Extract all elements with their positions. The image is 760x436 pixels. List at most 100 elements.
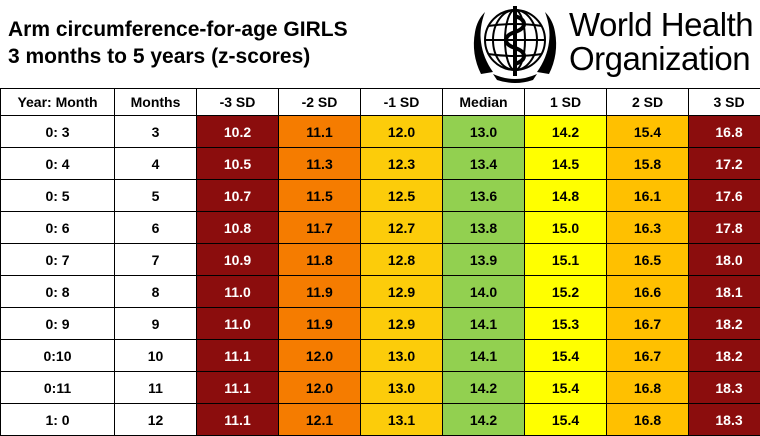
cell-minus3sd: 10.9 xyxy=(197,244,279,276)
cell-minus1sd: 13.0 xyxy=(361,340,443,372)
cell-median: 13.9 xyxy=(443,244,525,276)
table-row: 0: 8 8 11.0 11.9 12.9 14.0 15.2 16.6 18.… xyxy=(1,276,760,308)
cell-plus1sd: 15.4 xyxy=(525,372,607,404)
cell-minus3sd: 10.2 xyxy=(197,116,279,148)
page-title: Arm circumference-for-age GIRLS 3 months… xyxy=(8,16,348,70)
cell-year-month: 0:11 xyxy=(1,372,115,404)
table-row: 0: 9 9 11.0 11.9 12.9 14.1 15.3 16.7 18.… xyxy=(1,308,760,340)
cell-minus3sd: 10.8 xyxy=(197,212,279,244)
cell-minus2sd: 11.9 xyxy=(279,276,361,308)
cell-plus2sd: 16.1 xyxy=(607,180,689,212)
table-row: 0: 5 5 10.7 11.5 12.5 13.6 14.8 16.1 17.… xyxy=(1,180,760,212)
cell-minus3sd: 10.5 xyxy=(197,148,279,180)
cell-plus1sd: 15.0 xyxy=(525,212,607,244)
cell-plus1sd: 15.4 xyxy=(525,404,607,436)
table-header-row: Year: Month Months -3 SD -2 SD -1 SD Med… xyxy=(1,89,760,116)
cell-minus2sd: 11.5 xyxy=(279,180,361,212)
cell-median: 14.2 xyxy=(443,372,525,404)
cell-minus2sd: 11.8 xyxy=(279,244,361,276)
header-minus2sd: -2 SD xyxy=(279,89,361,116)
table-row: 0:10 10 11.1 12.0 13.0 14.1 15.4 16.7 18… xyxy=(1,340,760,372)
cell-plus2sd: 16.6 xyxy=(607,276,689,308)
cell-minus1sd: 12.9 xyxy=(361,276,443,308)
cell-median: 14.2 xyxy=(443,404,525,436)
cell-plus3sd: 18.2 xyxy=(689,308,760,340)
cell-plus1sd: 15.3 xyxy=(525,308,607,340)
cell-plus3sd: 17.8 xyxy=(689,212,760,244)
cell-plus1sd: 15.1 xyxy=(525,244,607,276)
cell-minus2sd: 11.1 xyxy=(279,116,361,148)
cell-minus1sd: 12.5 xyxy=(361,180,443,212)
cell-months: 7 xyxy=(115,244,197,276)
cell-minus3sd: 10.7 xyxy=(197,180,279,212)
cell-plus1sd: 14.2 xyxy=(525,116,607,148)
cell-minus3sd: 11.1 xyxy=(197,372,279,404)
cell-minus1sd: 12.3 xyxy=(361,148,443,180)
cell-months: 9 xyxy=(115,308,197,340)
table-row: 0: 6 6 10.8 11.7 12.7 13.8 15.0 16.3 17.… xyxy=(1,212,760,244)
cell-plus1sd: 15.2 xyxy=(525,276,607,308)
cell-minus1sd: 13.0 xyxy=(361,372,443,404)
cell-months: 6 xyxy=(115,212,197,244)
cell-months: 3 xyxy=(115,116,197,148)
who-logo-text: World Health Organization xyxy=(569,8,753,76)
cell-plus3sd: 17.2 xyxy=(689,148,760,180)
table-row: 1: 0 12 11.1 12.1 13.1 14.2 15.4 16.8 18… xyxy=(1,404,760,436)
logo-line-1: World Health xyxy=(569,8,753,42)
cell-minus3sd: 11.0 xyxy=(197,308,279,340)
cell-plus2sd: 16.5 xyxy=(607,244,689,276)
cell-median: 13.6 xyxy=(443,180,525,212)
cell-plus1sd: 15.4 xyxy=(525,340,607,372)
cell-minus1sd: 12.8 xyxy=(361,244,443,276)
header-plus3sd: 3 SD xyxy=(689,89,760,116)
cell-minus2sd: 11.7 xyxy=(279,212,361,244)
cell-months: 11 xyxy=(115,372,197,404)
cell-minus1sd: 12.0 xyxy=(361,116,443,148)
cell-plus3sd: 18.3 xyxy=(689,404,760,436)
zscore-table: Year: Month Months -3 SD -2 SD -1 SD Med… xyxy=(0,88,760,436)
cell-months: 4 xyxy=(115,148,197,180)
header-plus2sd: 2 SD xyxy=(607,89,689,116)
cell-plus2sd: 16.7 xyxy=(607,340,689,372)
cell-plus3sd: 18.2 xyxy=(689,340,760,372)
table-row: 0: 4 4 10.5 11.3 12.3 13.4 14.5 15.8 17.… xyxy=(1,148,760,180)
cell-minus3sd: 11.1 xyxy=(197,404,279,436)
cell-plus2sd: 15.8 xyxy=(607,148,689,180)
cell-median: 14.1 xyxy=(443,340,525,372)
cell-minus2sd: 12.0 xyxy=(279,372,361,404)
cell-plus2sd: 16.7 xyxy=(607,308,689,340)
cell-minus3sd: 11.1 xyxy=(197,340,279,372)
cell-median: 14.0 xyxy=(443,276,525,308)
header-minus1sd: -1 SD xyxy=(361,89,443,116)
cell-minus2sd: 12.1 xyxy=(279,404,361,436)
cell-plus1sd: 14.5 xyxy=(525,148,607,180)
cell-plus2sd: 15.4 xyxy=(607,116,689,148)
cell-minus2sd: 11.3 xyxy=(279,148,361,180)
table-row: 0:11 11 11.1 12.0 13.0 14.2 15.4 16.8 18… xyxy=(1,372,760,404)
table-row: 0: 3 3 10.2 11.1 12.0 13.0 14.2 15.4 16.… xyxy=(1,116,760,148)
cell-months: 5 xyxy=(115,180,197,212)
header-year-month: Year: Month xyxy=(1,89,115,116)
cell-plus3sd: 16.8 xyxy=(689,116,760,148)
header-months: Months xyxy=(115,89,197,116)
cell-year-month: 0: 7 xyxy=(1,244,115,276)
cell-months: 12 xyxy=(115,404,197,436)
cell-year-month: 0:10 xyxy=(1,340,115,372)
cell-year-month: 0: 6 xyxy=(1,212,115,244)
cell-plus1sd: 14.8 xyxy=(525,180,607,212)
cell-minus3sd: 11.0 xyxy=(197,276,279,308)
cell-median: 13.8 xyxy=(443,212,525,244)
who-emblem-icon xyxy=(467,2,563,86)
cell-minus1sd: 13.1 xyxy=(361,404,443,436)
cell-plus3sd: 17.6 xyxy=(689,180,760,212)
title-line-1: Arm circumference-for-age GIRLS xyxy=(8,16,348,43)
cell-months: 8 xyxy=(115,276,197,308)
who-logo: World Health Organization xyxy=(467,2,757,86)
cell-minus2sd: 11.9 xyxy=(279,308,361,340)
cell-year-month: 1: 0 xyxy=(1,404,115,436)
title-line-2: 3 months to 5 years (z-scores) xyxy=(8,43,348,70)
cell-median: 13.0 xyxy=(443,116,525,148)
cell-year-month: 0: 3 xyxy=(1,116,115,148)
header-plus1sd: 1 SD xyxy=(525,89,607,116)
cell-plus3sd: 18.1 xyxy=(689,276,760,308)
